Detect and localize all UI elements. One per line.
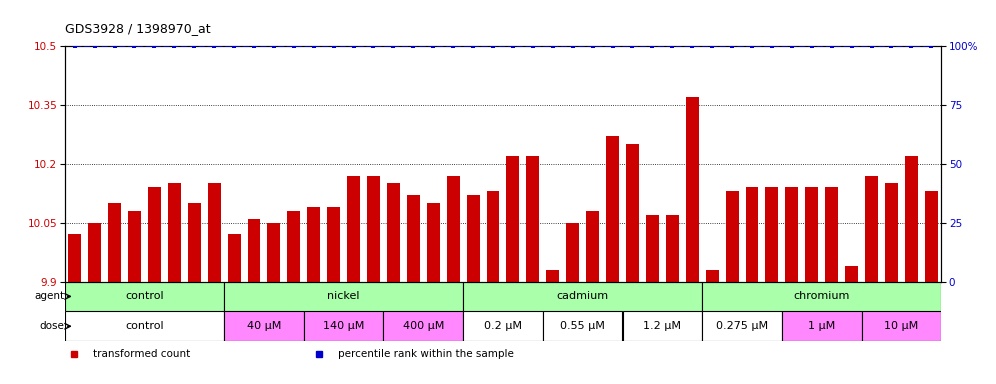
Bar bbox=[486, 191, 499, 281]
Bar bbox=[725, 191, 738, 281]
Text: percentile rank within the sample: percentile rank within the sample bbox=[339, 349, 514, 359]
Bar bbox=[327, 207, 340, 281]
Text: GDS3928 / 1398970_at: GDS3928 / 1398970_at bbox=[65, 22, 210, 35]
Bar bbox=[68, 235, 81, 281]
Bar bbox=[566, 223, 579, 281]
Text: 0.275 μM: 0.275 μM bbox=[716, 321, 768, 331]
Bar bbox=[924, 191, 937, 281]
Bar bbox=[625, 144, 639, 281]
Text: transformed count: transformed count bbox=[93, 349, 190, 359]
Bar bbox=[862, 311, 941, 341]
Bar bbox=[526, 156, 539, 281]
Bar bbox=[224, 281, 463, 311]
Text: control: control bbox=[125, 321, 163, 331]
Bar bbox=[207, 184, 220, 281]
Bar bbox=[108, 203, 122, 281]
Text: dose: dose bbox=[40, 321, 65, 331]
Bar bbox=[606, 136, 619, 281]
Bar bbox=[426, 203, 439, 281]
Bar bbox=[307, 207, 320, 281]
Text: 140 μM: 140 μM bbox=[323, 321, 365, 331]
Bar bbox=[65, 46, 941, 281]
Bar bbox=[383, 311, 463, 341]
Bar bbox=[367, 175, 379, 281]
Bar bbox=[224, 311, 304, 341]
Bar bbox=[785, 187, 798, 281]
Bar bbox=[702, 311, 782, 341]
Bar bbox=[463, 281, 702, 311]
Bar bbox=[805, 187, 818, 281]
Text: 1.2 μM: 1.2 μM bbox=[643, 321, 681, 331]
Text: chromium: chromium bbox=[794, 291, 850, 301]
Bar bbox=[287, 211, 300, 281]
Text: 0.2 μM: 0.2 μM bbox=[484, 321, 522, 331]
Bar bbox=[247, 219, 261, 281]
Text: 10 μM: 10 μM bbox=[884, 321, 918, 331]
Bar bbox=[904, 156, 917, 281]
Bar bbox=[543, 311, 622, 341]
Bar bbox=[446, 175, 459, 281]
Bar bbox=[884, 184, 897, 281]
Bar bbox=[702, 281, 941, 311]
Bar bbox=[845, 266, 858, 281]
Bar bbox=[167, 184, 181, 281]
Bar bbox=[267, 223, 280, 281]
Bar bbox=[865, 175, 877, 281]
Bar bbox=[622, 311, 702, 341]
Bar bbox=[645, 215, 659, 281]
Text: agent: agent bbox=[35, 291, 65, 301]
Bar bbox=[546, 270, 560, 281]
Bar bbox=[765, 187, 778, 281]
Bar bbox=[227, 235, 240, 281]
Text: 0.55 μM: 0.55 μM bbox=[560, 321, 606, 331]
Bar bbox=[466, 195, 479, 281]
Bar bbox=[127, 211, 141, 281]
Text: 40 μM: 40 μM bbox=[247, 321, 281, 331]
Bar bbox=[705, 270, 719, 281]
Bar bbox=[88, 223, 101, 281]
Text: 400 μM: 400 μM bbox=[402, 321, 444, 331]
Bar bbox=[406, 195, 419, 281]
Bar bbox=[65, 281, 224, 311]
Bar bbox=[782, 311, 862, 341]
Bar bbox=[665, 215, 678, 281]
Text: cadmium: cadmium bbox=[557, 291, 609, 301]
Bar bbox=[586, 211, 599, 281]
Text: nickel: nickel bbox=[328, 291, 360, 301]
Bar bbox=[463, 311, 543, 341]
Bar bbox=[187, 203, 200, 281]
Bar bbox=[825, 187, 838, 281]
Text: 1 μM: 1 μM bbox=[808, 321, 836, 331]
Bar bbox=[506, 156, 519, 281]
Bar bbox=[65, 311, 224, 341]
Bar bbox=[304, 311, 383, 341]
Bar bbox=[685, 97, 698, 281]
Bar bbox=[745, 187, 758, 281]
Text: control: control bbox=[125, 291, 163, 301]
Bar bbox=[147, 187, 161, 281]
Bar bbox=[347, 175, 360, 281]
Bar bbox=[386, 184, 399, 281]
